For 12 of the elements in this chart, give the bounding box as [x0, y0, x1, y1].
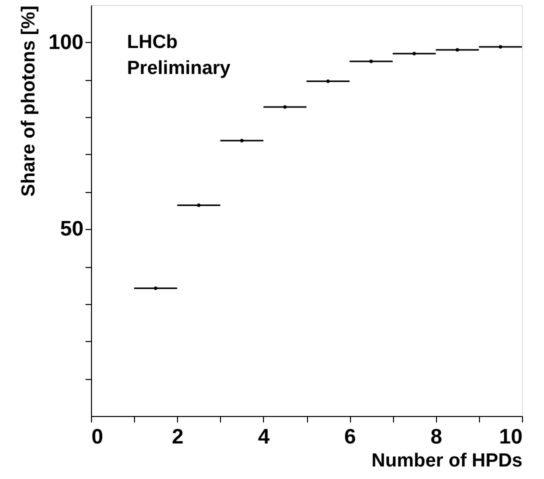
y-axis-title: Share of photons [%]: [18, 6, 40, 197]
x-tick-label: 2: [172, 426, 184, 448]
x-tick-label: 6: [344, 426, 356, 448]
x-tick-label: 0: [92, 426, 104, 448]
y-tick-label: 100: [48, 30, 84, 54]
y-tick-label: 50: [60, 218, 84, 241]
x-axis-title: Number of HPDs: [372, 450, 522, 472]
x-tick-label: 10: [499, 426, 522, 448]
x-tick-label: 8: [430, 426, 442, 448]
annotation: Preliminary: [127, 58, 231, 79]
annotation: LHCb: [127, 32, 178, 53]
x-tick-label: 4: [258, 426, 270, 448]
